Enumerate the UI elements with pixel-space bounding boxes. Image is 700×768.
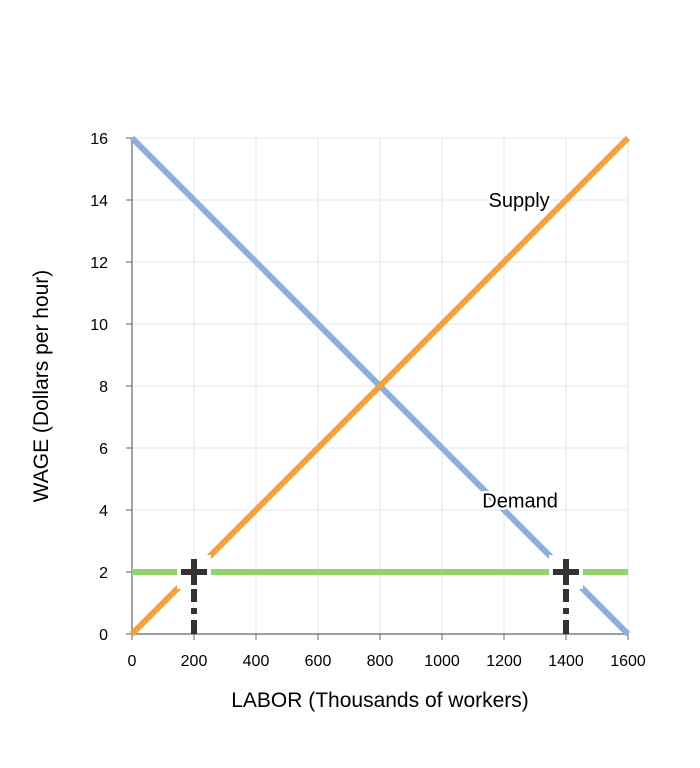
x-tick-label: 1400 — [548, 653, 584, 670]
tick-labels: 0 200 400 600 800 1000 1200 1400 1600 0 2 4 6 8 10 12 14… — [90, 131, 646, 670]
supply-label: Supply — [489, 190, 550, 212]
y-tick-label: 0 — [99, 627, 108, 644]
y-tick-label: 10 — [90, 317, 108, 334]
x-tick-label: 400 — [243, 653, 270, 670]
y-axis-title: WAGE (Dollars per hour) — [30, 270, 53, 503]
y-tick-label: 2 — [99, 565, 108, 582]
gridlines — [132, 137, 629, 634]
x-axis-title: LABOR (Thousands of workers) — [231, 689, 529, 712]
y-tick-label: 12 — [90, 255, 108, 272]
x-tick-label: 1600 — [610, 653, 646, 670]
y-tick-label: 8 — [99, 379, 108, 396]
markers — [177, 555, 583, 634]
y-tick-label: 6 — [99, 441, 108, 458]
x-tick-label: 1000 — [424, 653, 460, 670]
x-tick-label: 0 — [128, 653, 137, 670]
supply-line — [129, 135, 631, 637]
y-tick-label: 16 — [90, 131, 108, 148]
cross-marker — [549, 555, 583, 589]
x-tick-label: 600 — [305, 653, 332, 670]
x-tick-label: 200 — [181, 653, 208, 670]
axes — [126, 137, 629, 640]
series-lines — [129, 135, 631, 637]
x-tick-label: 800 — [367, 653, 394, 670]
y-tick-label: 14 — [90, 193, 108, 210]
series-labels: Supply Demand — [480, 188, 561, 516]
demand-label: Demand — [482, 491, 558, 513]
x-tick-label: 1200 — [486, 653, 522, 670]
y-tick-label: 4 — [99, 503, 108, 520]
cross-marker — [177, 555, 211, 589]
